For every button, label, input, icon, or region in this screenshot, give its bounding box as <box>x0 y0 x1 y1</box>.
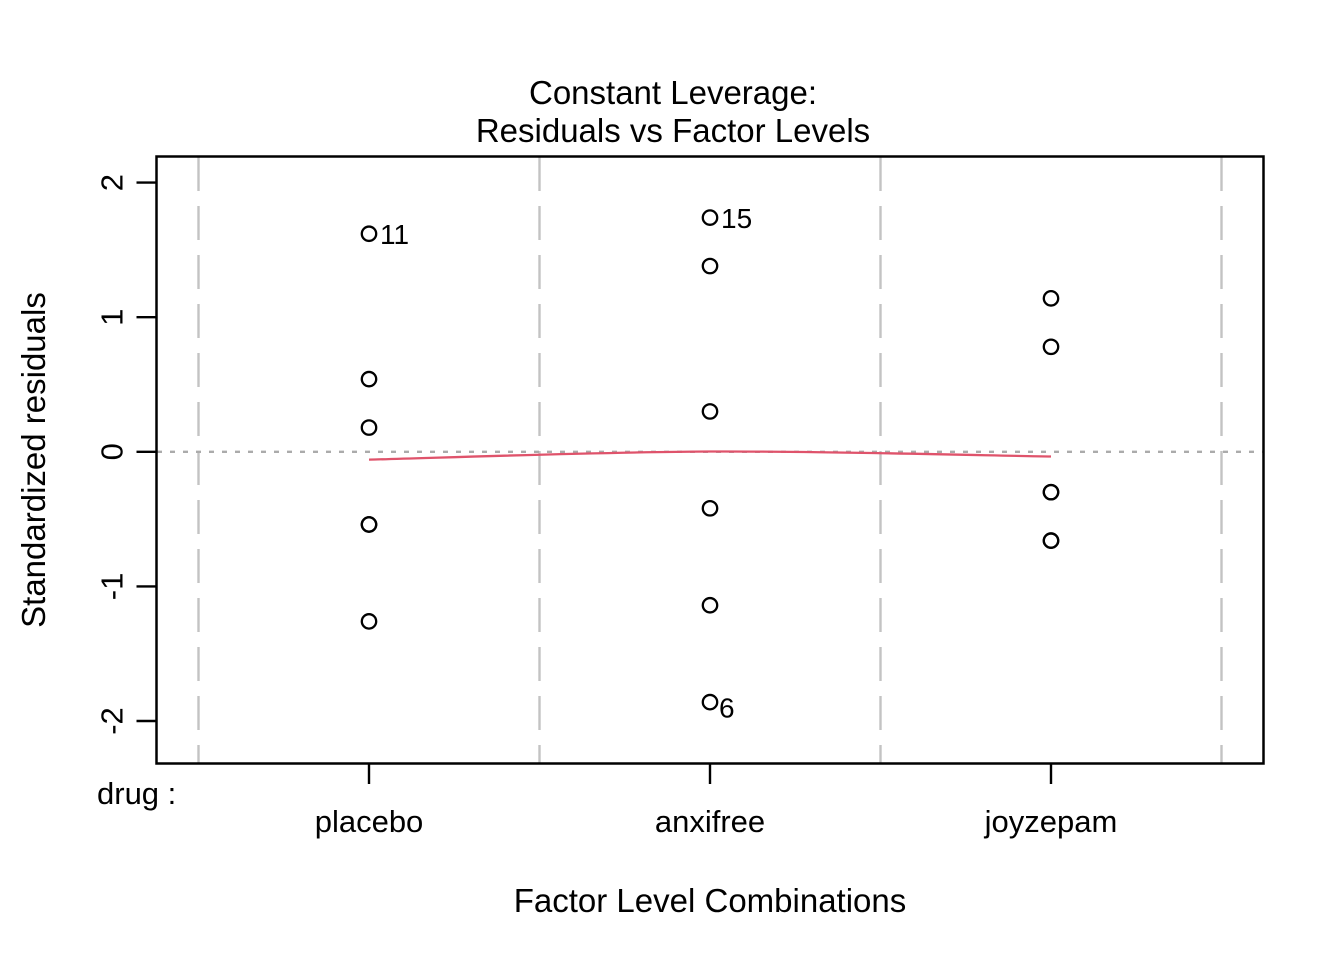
factor-separator-lines <box>197 157 1223 764</box>
point-label: 15 <box>721 203 752 234</box>
data-point <box>360 516 378 533</box>
y-tick-label: 2 <box>95 174 130 191</box>
data-point <box>701 209 719 226</box>
data-point <box>1042 483 1060 501</box>
plot-title-line-2: Residuals vs Factor Levels <box>476 112 870 149</box>
x-tick-label-joyzepam: joyzepam <box>984 804 1118 839</box>
data-point <box>1042 338 1060 356</box>
data-point <box>701 693 719 711</box>
x-axis-title: Factor Level Combinations <box>514 882 907 919</box>
data-point <box>360 225 378 243</box>
y-axis-title: Standardized residuals <box>15 292 52 628</box>
data-point <box>360 419 378 436</box>
factor-name-label: drug : <box>97 776 176 811</box>
plot-border <box>155 155 1265 765</box>
y-tick-label: 0 <box>95 443 130 460</box>
smooth-line-layer <box>368 450 1052 461</box>
data-point <box>701 596 719 614</box>
plot-title-line-1: Constant Leverage: <box>529 74 817 111</box>
point-label: 11 <box>380 219 409 250</box>
x-tick-label-anxifree: anxifree <box>655 804 765 839</box>
data-point <box>1042 290 1060 307</box>
axis-ticks-layer: 2 1 0 -1 -2 placebo anxifree joyzepam <box>95 174 1118 839</box>
data-point <box>701 499 719 517</box>
y-tick-label: -2 <box>95 707 130 735</box>
smooth-line <box>368 450 1052 461</box>
data-points-layer: 11 15 6 <box>360 203 1060 724</box>
data-point <box>1042 532 1060 549</box>
y-tick-label: -1 <box>95 573 130 601</box>
x-tick-label-placebo: placebo <box>315 804 424 839</box>
data-point <box>701 257 719 275</box>
point-label: 6 <box>719 693 735 724</box>
data-point <box>360 370 378 388</box>
y-tick-label: 1 <box>95 309 130 326</box>
data-point <box>701 403 719 420</box>
data-point <box>360 613 378 630</box>
